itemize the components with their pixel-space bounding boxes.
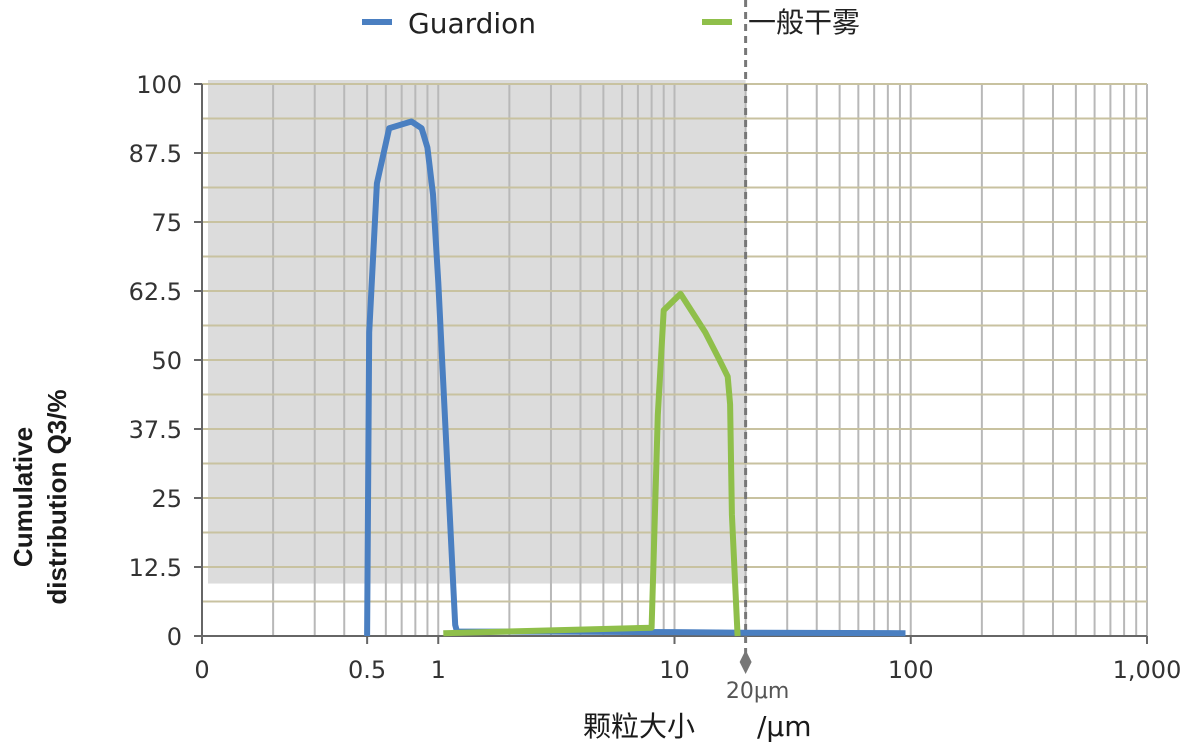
x-tick-label: 10 <box>659 656 690 684</box>
x-tick-label: 0 <box>194 656 209 684</box>
y-tick-label: 50 <box>151 347 182 375</box>
y-tick-label: 37.5 <box>129 416 182 444</box>
y-tick-label: 0 <box>167 623 182 651</box>
legend-label-general-dry-fog: 一般干雾 <box>748 6 860 39</box>
y-axis-label: Cumulative distribution Q3/% <box>8 389 72 604</box>
x-tick-label: 1 <box>431 656 446 684</box>
x-tick-labels: 0 0.5 1 10 100 1,000 <box>194 636 1181 684</box>
y-tick-label: 75 <box>151 209 182 237</box>
y-tick-labels: 0 12.5 25 37.5 50 62.5 75 87.5 100 <box>129 71 202 651</box>
x-tick-label: 1,000 <box>1113 656 1182 684</box>
y-tick-label: 87.5 <box>129 140 182 168</box>
annotation-marker <box>739 650 752 674</box>
y-axis-label-line1: Cumulative <box>8 427 38 567</box>
series-line-general-dry-fog <box>443 290 741 637</box>
series-line-guardion <box>364 118 906 637</box>
annotation-label: 20μm <box>726 679 789 704</box>
x-tick-label: 0.5 <box>348 656 386 684</box>
series-lines <box>364 118 906 637</box>
legend-label-guardion: Guardion <box>408 7 536 40</box>
y-tick-label: 12.5 <box>129 554 182 582</box>
legend: Guardion 一般干雾 <box>362 6 860 40</box>
y-tick-label: 25 <box>151 485 182 513</box>
x-tick-label: 100 <box>888 656 934 684</box>
y-tick-label: 62.5 <box>129 278 182 306</box>
x-axis-label-unit: /μm <box>757 710 812 743</box>
y-tick-label: 100 <box>136 71 182 99</box>
x-axis-label-text: 颗粒大小 <box>583 710 695 743</box>
horizontal-gridlines <box>202 83 1147 603</box>
annotation-20um: 20μm <box>726 0 789 704</box>
x-axis-label: 颗粒大小 /μm <box>583 710 812 743</box>
y-axis-label-line2: distribution Q3/% <box>42 389 72 604</box>
